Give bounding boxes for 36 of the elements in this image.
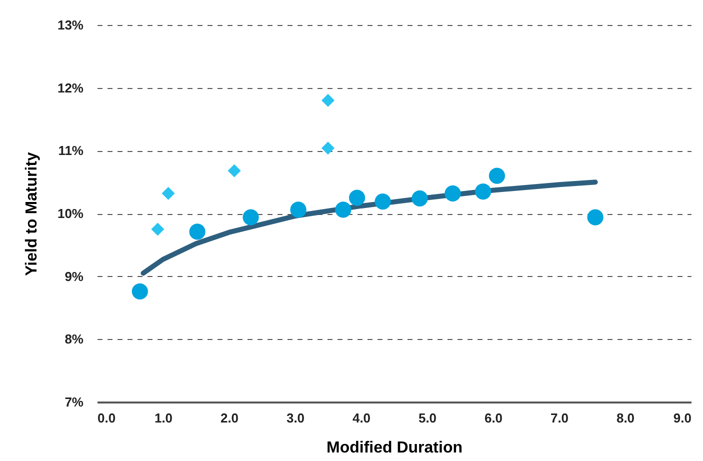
y-tick-label: 11% [58, 143, 84, 158]
x-axis-title: Modified Duration [326, 440, 462, 456]
y-tick-label: 8% [64, 332, 84, 347]
point [242, 209, 259, 226]
x-tick-label: 3.0 [286, 410, 305, 426]
point [162, 186, 175, 200]
y-tick-label: 9% [64, 268, 84, 284]
x-tick-label: 2.0 [220, 410, 239, 426]
x-tick-label: 6.0 [484, 410, 503, 426]
point [412, 190, 428, 206]
point [151, 222, 164, 236]
point [132, 283, 148, 300]
point [374, 194, 391, 210]
point [488, 168, 506, 184]
point [228, 164, 241, 178]
x-tick-label: 5.0 [418, 410, 437, 426]
y-tick-label: 12% [57, 80, 84, 96]
x-tick-label: 9.0 [673, 410, 692, 426]
point [189, 224, 206, 240]
y-tick-label: 13% [57, 18, 84, 32]
x-tick-label: 8.0 [616, 410, 635, 426]
point [348, 190, 366, 206]
point [321, 142, 335, 155]
x-tick-label: 7.0 [550, 410, 569, 426]
point [444, 185, 461, 202]
y-axis-title: Yield to Maturity [23, 152, 40, 276]
y-tick-label: 7% [64, 394, 84, 410]
point [335, 202, 352, 218]
point [290, 202, 306, 218]
x-tick-label: 4.0 [352, 410, 371, 426]
x-tick-label: 0.0 [98, 410, 116, 426]
point [321, 94, 335, 107]
point [587, 209, 604, 226]
x-tick-label: 1.0 [154, 410, 173, 426]
y-tick-label: 10% [57, 206, 84, 221]
point [475, 183, 492, 200]
